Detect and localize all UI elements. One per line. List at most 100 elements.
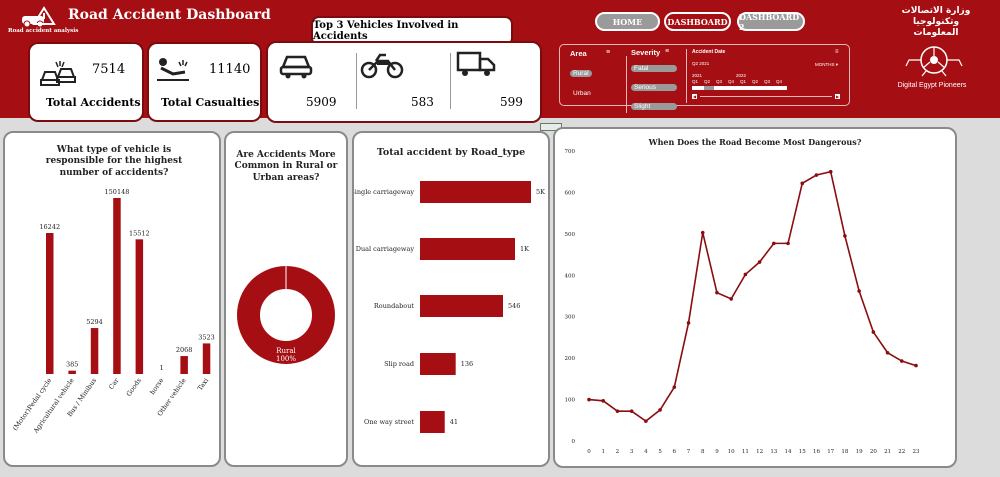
- motorcycle-count: 583: [411, 95, 434, 109]
- road-bar-label: 546: [508, 302, 520, 310]
- severity-slicer: Severity ≡ Fatal Serious Slight: [626, 48, 681, 113]
- hour-point: [772, 241, 776, 246]
- severity-option-serious[interactable]: Serious: [631, 84, 677, 91]
- x-tick-label: 22: [898, 449, 905, 455]
- x-tick-label: 16: [813, 449, 820, 455]
- hour-point: [885, 350, 890, 355]
- vehicle-bar: [68, 370, 76, 374]
- road-category-label: Roundabout: [374, 302, 414, 310]
- x-tick-label: 20: [870, 449, 877, 455]
- motorcycle-icon: [360, 53, 404, 79]
- vehicle-bar-label: 385: [66, 361, 78, 369]
- car-crash-icon: [40, 61, 76, 86]
- circuit-logo-icon: [905, 46, 963, 77]
- x-tick-label: 7: [687, 449, 691, 455]
- hour-point: [700, 230, 705, 235]
- logo-caption: Road accident analysis: [8, 28, 79, 34]
- scroll-right-icon[interactable]: ▶: [835, 94, 840, 99]
- area-chart-title: Are Accidents More Common in Rural or Ur…: [234, 150, 338, 183]
- total-casualties-label: Total Casualties: [161, 96, 260, 109]
- hour-point: [686, 321, 691, 325]
- hour-point: [672, 385, 677, 389]
- road-bar: [420, 295, 503, 317]
- nav-dashboard2-button[interactable]: DASHBOARD 2: [737, 12, 805, 32]
- date-timeline: Accident Date ≡ Q2 2021 MONTHS ▾ 2021 202…: [686, 49, 844, 103]
- top3-title-box: Top 3 Vehicles Involved in Accidents: [313, 18, 511, 44]
- hour-point: [800, 181, 805, 186]
- y-tick-label: 100: [565, 398, 576, 404]
- hour-point: [715, 290, 719, 295]
- vehicle-bar-chart: 16242 (Motor)Pedal cycle 385 Agricultural v…: [11, 188, 215, 435]
- road-bar-label: 1K: [520, 245, 529, 253]
- nav-home-button[interactable]: HOME: [595, 12, 660, 31]
- vehicle-bar: [202, 343, 211, 374]
- period-level[interactable]: MONTHS ▾: [815, 62, 839, 67]
- hour-point: [757, 260, 762, 264]
- hour-point: [629, 409, 634, 413]
- donut-label-value: 100%: [276, 355, 296, 363]
- y-tick-label: 500: [565, 232, 576, 238]
- road-category-label: Slip road: [384, 360, 414, 368]
- road-bar: [420, 181, 531, 203]
- road-bar-label: 5K: [536, 188, 545, 196]
- filter-icon[interactable]: ≡: [835, 49, 839, 55]
- donut-label-name: Rural: [276, 347, 296, 355]
- vehicle-category-label: Agricultural vehicle: [31, 376, 76, 435]
- x-tick-label: 15: [799, 449, 806, 455]
- nav-dashboard-button[interactable]: DASHBOARD: [664, 12, 731, 31]
- severity-option-slight[interactable]: Slight: [631, 103, 677, 110]
- hour-point: [644, 419, 648, 423]
- filter-icon[interactable]: ≡: [665, 48, 670, 55]
- hour-point: [871, 330, 876, 334]
- road-bar: [420, 238, 515, 260]
- vehicle-bar-label: 2068: [176, 346, 193, 354]
- brand-caption: Digital Egypt Pioneers: [897, 82, 967, 89]
- area-option-urban[interactable]: Urban: [573, 90, 591, 97]
- logo: Road accident analysis: [6, 2, 78, 36]
- x-tick-label: 14: [785, 449, 792, 455]
- y-tick-label: 200: [565, 356, 576, 362]
- logo-icon: [22, 6, 56, 28]
- hour-point: [658, 408, 662, 412]
- vehicle-bar-label: 15512: [129, 229, 150, 237]
- dashboard-title: Road Accident Dashboard: [68, 7, 271, 23]
- timeline-bar[interactable]: [692, 86, 787, 90]
- x-tick-label: 9: [715, 449, 719, 455]
- road-category-label: One way street: [364, 418, 414, 426]
- vehicle-chart-card: What type of vehicle is responsible for …: [3, 131, 221, 467]
- x-tick-label: 13: [770, 449, 777, 455]
- vehicle-bar-label: 3523: [198, 333, 215, 341]
- filter-icon[interactable]: ≡: [606, 49, 611, 56]
- x-tick-label: 8: [701, 449, 705, 455]
- area-slicer-title: Area: [570, 49, 587, 58]
- vehicle-category-label: Car: [107, 376, 121, 391]
- scroll-left-icon[interactable]: ◀: [692, 94, 697, 99]
- top3-title: Top 3 Vehicles Involved in Accidents: [313, 20, 459, 42]
- x-tick-label: 6: [673, 449, 677, 455]
- x-tick-label: 5: [658, 449, 662, 455]
- vehicle-bar: [135, 239, 144, 374]
- vehicle-bar: [180, 356, 188, 374]
- x-tick-label: 2: [616, 449, 620, 455]
- vehicle-bar-label: 1: [160, 364, 164, 372]
- timeline-scrollbar[interactable]: ◀ ▶: [692, 94, 840, 99]
- x-tick-label: 12: [756, 449, 763, 455]
- severity-option-fatal[interactable]: Fatal: [631, 65, 677, 72]
- y-tick-label: 0: [572, 439, 576, 445]
- road-chart-card: Total accident by Road_type 5K Single car…: [352, 131, 550, 467]
- total-casualties-value: 11140: [209, 62, 251, 77]
- car-icon: [279, 55, 313, 79]
- top3-card: 5909 583 599: [268, 43, 540, 121]
- area-option-rural[interactable]: Rural: [570, 70, 592, 77]
- date-range: Q2 2021: [692, 61, 710, 66]
- brand-logo: وزارة الاتصالات وتكنولوجيا المعلومات Dig…: [882, 6, 992, 98]
- vehicle-bar: [90, 328, 99, 374]
- hour-chart-title: When Does the Road Become Most Dangerous…: [648, 137, 862, 147]
- x-tick-label: 19: [856, 449, 863, 455]
- divider: [356, 53, 357, 109]
- y-tick-label: 700: [565, 149, 576, 155]
- x-tick-label: 11: [742, 449, 749, 455]
- total-casualties-card: 11140 Total Casualties: [149, 44, 260, 120]
- ministry-name: وزارة الاتصالات وتكنولوجيا المعلومات: [901, 6, 971, 38]
